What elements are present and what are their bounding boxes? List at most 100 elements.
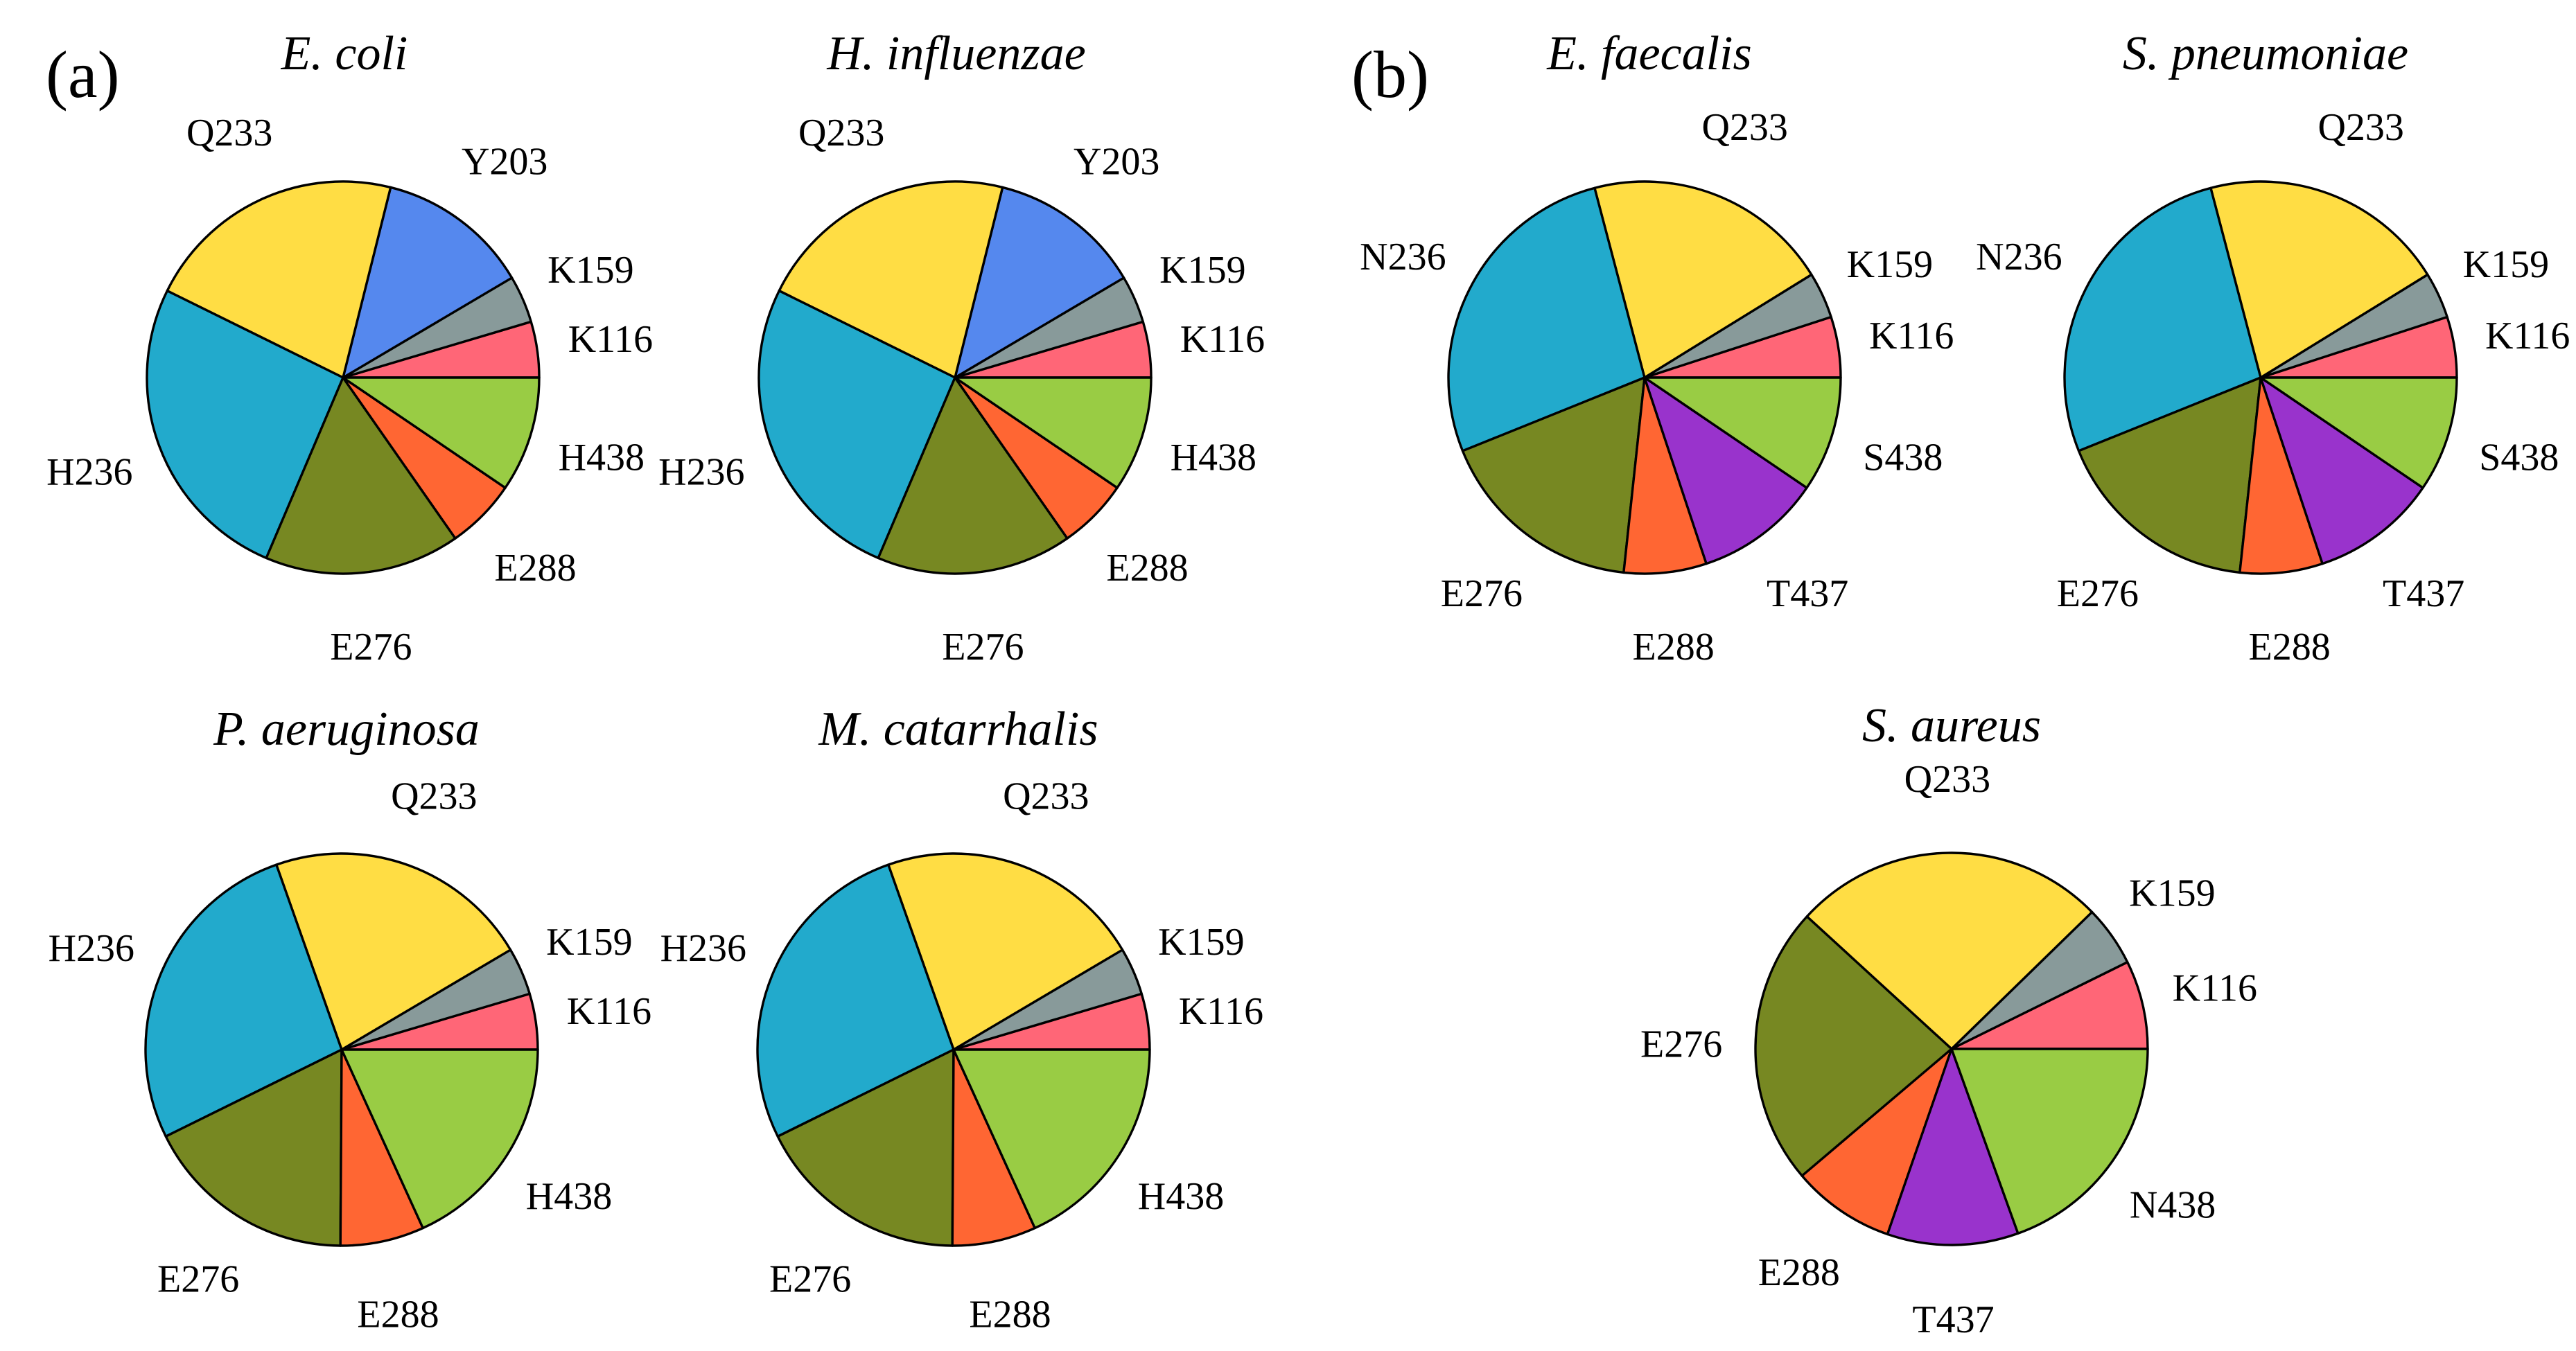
panel-label-a: (a) (46, 37, 120, 112)
slice-label-h438: H438 (1138, 1175, 1224, 1218)
pie-chart: H. influenzae K116 K159 Y203 Q233 H236 E276 E28… (658, 27, 1265, 669)
slice-label-h236: H236 (660, 927, 746, 970)
pie-slice-s438 (1643, 376, 1842, 489)
slice-label-y203: Y203 (462, 140, 547, 183)
pie-chart: E. faecalis K116 K159 Q233 N236 E276 E288 T437 S… (1360, 27, 1954, 669)
slice-label-k116: K116 (567, 990, 651, 1033)
slice-label-k159: K159 (547, 249, 633, 292)
slice-label-q233: Q233 (186, 112, 272, 154)
slice-label-t437: T437 (2383, 572, 2464, 615)
pie-slice-q233 (887, 852, 1124, 1051)
slice-label-y203: Y203 (1074, 140, 1159, 183)
slice-label-k116: K116 (1869, 315, 1954, 357)
chart-title: E. faecalis (1546, 27, 1751, 80)
pie-slice-e288 (951, 1048, 1036, 1247)
slice-label-e288: E288 (357, 1293, 439, 1336)
pie-slice-h438 (342, 376, 541, 489)
slice-label-e276: E276 (1640, 1023, 1722, 1066)
slice-label-t437: T437 (1767, 572, 1848, 615)
slice-label-h236: H236 (49, 927, 134, 970)
slice-label-e288: E288 (2248, 626, 2330, 669)
pie-slice-t437 (1886, 1048, 2019, 1246)
slice-label-n236: N236 (1360, 236, 1446, 279)
slice-label-k116: K116 (2173, 966, 2257, 1009)
pie-slice-q233 (275, 852, 512, 1051)
pie-chart: S. pneumoniae K116 K159 Q233 N236 E276 E288 T43… (1976, 27, 2570, 669)
pie-slice-y203 (342, 186, 514, 379)
pie-chart: S. aureus K116 K159 Q233 E276 E288 T437 N438 (1640, 699, 2257, 1341)
slice-label-e288: E288 (1632, 626, 1714, 669)
slice-label-h438: H438 (559, 436, 645, 479)
slice-label-h438: H438 (526, 1175, 612, 1218)
pie-slice-q233 (166, 180, 392, 379)
slice-label-e276: E276 (1441, 572, 1523, 615)
slice-label-q233: Q233 (798, 112, 884, 154)
slice-label-s438: S438 (1863, 436, 1943, 479)
pie-slice-q233 (778, 180, 1004, 379)
pie-slice-q233 (1593, 180, 1813, 379)
panel-label-b: (b) (1351, 37, 1429, 112)
pie-slice-e288 (1622, 376, 1708, 575)
pie-slice-e276 (1461, 376, 1646, 574)
slice-label-k159: K159 (1847, 243, 1933, 286)
slice-label-q233: Q233 (1003, 775, 1089, 818)
pie-chart: P. aeruginosa K116 K159 Q233 H236 E276 E288 H43… (49, 703, 652, 1336)
pie-slice-n236 (2063, 186, 2262, 452)
pie-slice-y203 (954, 186, 1125, 379)
pie-slice-h236 (144, 863, 343, 1138)
pie-slice-s438 (2259, 376, 2458, 489)
slice-label-s438: S438 (2479, 436, 2559, 479)
slice-label-h236: H236 (658, 451, 744, 494)
slice-label-t437: T437 (1912, 1298, 1994, 1341)
pie-slice-e276 (265, 376, 457, 575)
chart-title: P. aeruginosa (213, 703, 480, 756)
pie-slice-q233 (2209, 180, 2429, 379)
pie-chart: E. coli K116 K159 Y203 Q233 H236 E276 E288 H438 (46, 27, 653, 669)
pie-slice-e288 (339, 1048, 424, 1247)
slice-label-q233: Q233 (2317, 106, 2403, 149)
slice-label-e276: E276 (330, 626, 412, 669)
pie-slice-n236 (1447, 186, 1646, 452)
pie-slice-n438 (1950, 1048, 2149, 1235)
pie-slice-e288 (2238, 376, 2324, 575)
pie-slice-e276 (877, 376, 1069, 575)
slice-label-k116: K116 (2485, 315, 2570, 357)
slice-label-e276: E276 (942, 626, 1024, 669)
slice-label-h438: H438 (1171, 436, 1256, 479)
chart-title: H. influenzae (826, 27, 1085, 80)
chart-title: M. catarrhalis (818, 703, 1098, 756)
slice-label-e288: E288 (1106, 547, 1188, 590)
slice-label-q233: Q233 (391, 775, 477, 818)
pie-slice-t437 (1643, 376, 1808, 565)
chart-title: E. coli (281, 27, 408, 80)
pie-slice-h438 (340, 1048, 539, 1230)
pie-slice-h438 (952, 1048, 1151, 1230)
pie-slice-e276 (2077, 376, 2262, 574)
slice-label-e276: E276 (157, 1258, 239, 1301)
slice-label-e288: E288 (1758, 1251, 1840, 1294)
chart-title: S. aureus (1862, 699, 2041, 752)
pie-slice-h438 (954, 376, 1153, 489)
pie-slice-e276 (1754, 915, 1953, 1177)
slice-label-k116: K116 (1180, 318, 1265, 361)
slice-label-n438: N438 (2130, 1183, 2216, 1226)
pie-slice-k116 (1950, 961, 2149, 1050)
slice-label-k159: K159 (1159, 249, 1245, 292)
slice-label-k159: K159 (2463, 243, 2549, 286)
slice-label-k159: K159 (546, 921, 632, 964)
slice-label-k159: K159 (1158, 921, 1244, 964)
slice-label-k116: K116 (1179, 990, 1263, 1033)
slice-label-q233: Q233 (1904, 758, 1990, 801)
pie-slice-e288 (1800, 1048, 1953, 1236)
pie-chart: M. catarrhalis K116 K159 Q233 H236 E276 E288 H4… (660, 703, 1264, 1336)
pie-slice-t437 (2259, 376, 2424, 565)
slice-label-q233: Q233 (1701, 106, 1787, 149)
slice-label-e288: E288 (494, 547, 576, 590)
pie-slice-e276 (776, 1048, 955, 1247)
slice-label-k159: K159 (2129, 872, 2215, 915)
slice-label-e276: E276 (769, 1258, 851, 1301)
slice-label-h236: H236 (46, 451, 132, 494)
pie-slice-h236 (756, 863, 955, 1138)
slice-label-e276: E276 (2057, 572, 2139, 615)
pie-slice-e276 (164, 1048, 343, 1247)
